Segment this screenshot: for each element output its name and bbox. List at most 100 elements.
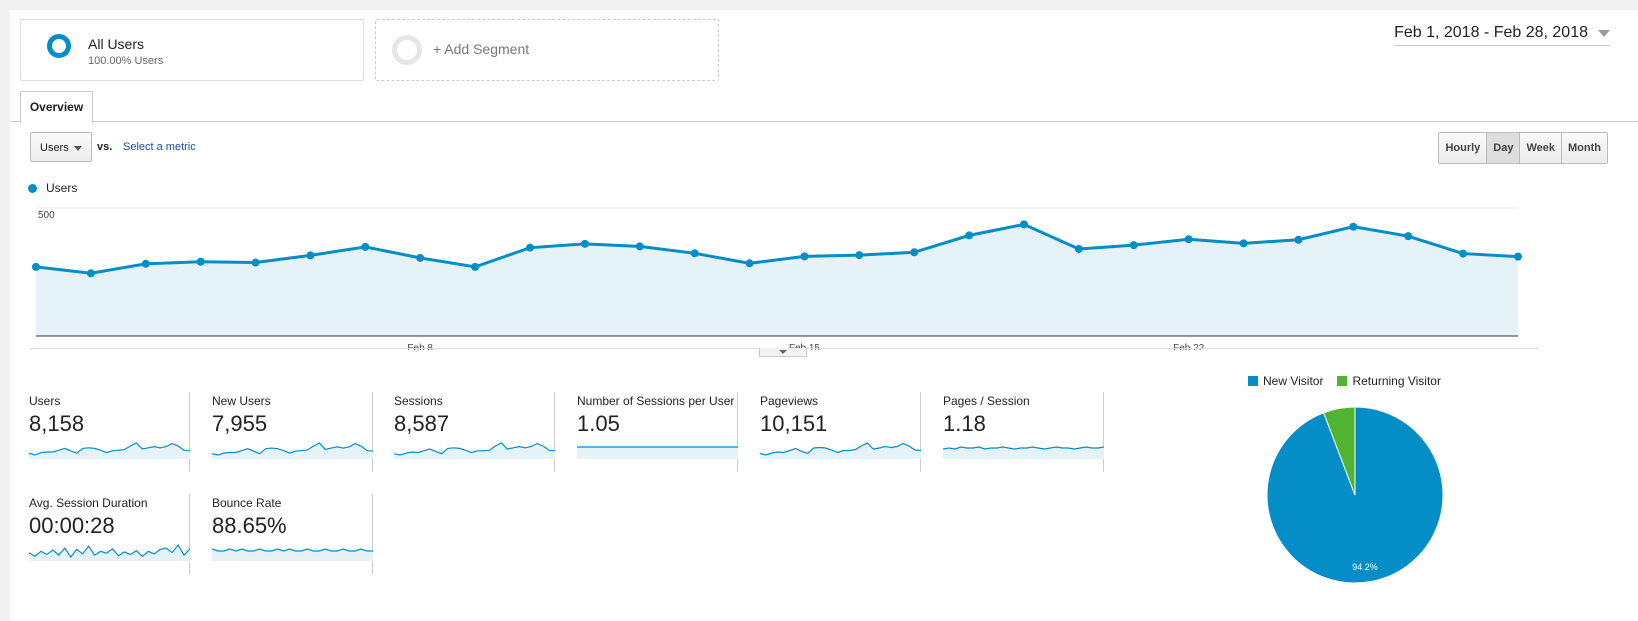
data-point[interactable]	[800, 252, 809, 261]
area-fill	[36, 224, 1518, 336]
pie-legend-new-label: New Visitor	[1263, 374, 1324, 388]
add-segment-ring-icon	[392, 35, 422, 65]
sparkline-line	[29, 442, 190, 456]
data-point[interactable]	[32, 262, 40, 271]
data-point[interactable]	[1074, 244, 1083, 253]
sparkline-fill	[29, 545, 190, 561]
scorecard[interactable]: Sessions 8,587	[385, 390, 555, 474]
data-point[interactable]	[855, 251, 864, 260]
sparkline-fill	[29, 443, 190, 459]
data-point[interactable]	[580, 239, 589, 248]
scorecard[interactable]: Avg. Session Duration 00:00:28	[20, 492, 190, 576]
sparkline-fill	[212, 443, 373, 459]
data-point[interactable]	[745, 259, 754, 268]
scorecard-label: Bounce Rate	[212, 496, 282, 510]
data-point[interactable]	[1129, 241, 1138, 250]
sparkline	[29, 543, 190, 561]
chevron-down-icon	[1598, 29, 1610, 37]
data-point[interactable]	[1349, 222, 1358, 231]
data-point[interactable]	[196, 257, 205, 266]
tab-divider	[10, 121, 1638, 122]
data-point[interactable]	[471, 262, 480, 271]
sparkline	[577, 446, 738, 459]
data-point[interactable]	[86, 269, 95, 278]
scorecard-label: Users	[29, 394, 61, 408]
scorecard[interactable]: Bounce Rate 88.65%	[203, 492, 373, 576]
scorecard[interactable]: Pageviews 10,151	[751, 390, 921, 474]
scorecard[interactable]: New Users 7,955	[203, 390, 373, 474]
scorecard-label: Pageviews	[760, 394, 819, 408]
series-line	[35, 222, 1519, 275]
scorecard-separator	[189, 392, 190, 472]
scorecard-value: 88.65%	[212, 513, 287, 538]
scorecard-separator	[372, 494, 373, 574]
sparkline-fill	[760, 443, 921, 459]
segment-ring-icon	[47, 34, 71, 58]
pie-slice-label: 94.2%	[1352, 562, 1378, 572]
chart-legend: Users	[28, 181, 77, 195]
add-segment-button[interactable]: + Add Segment	[375, 19, 719, 81]
granularity-toggle: Hourly Day Week Month	[1438, 132, 1608, 164]
data-point[interactable]	[1239, 239, 1248, 248]
tab-overview[interactable]: Overview	[20, 91, 93, 124]
segment-all-users[interactable]: All Users 100.00% Users	[20, 19, 364, 81]
x-tick-label: Feb 8	[407, 343, 433, 350]
scorecard-value: 8,158	[29, 411, 85, 436]
select-metric-link[interactable]: Select a metric	[123, 141, 196, 153]
granularity-week-button[interactable]: Week	[1519, 133, 1562, 163]
scorecard-separator	[189, 494, 190, 574]
sparkline	[394, 442, 555, 459]
scorecard[interactable]: Users 8,158	[20, 390, 190, 474]
data-point[interactable]	[1514, 252, 1522, 261]
data-point[interactable]	[910, 248, 919, 257]
metric-select[interactable]: Users	[30, 132, 92, 162]
granularity-hourly-button[interactable]: Hourly	[1439, 133, 1487, 163]
sparkline-line	[760, 442, 921, 456]
sparkline	[29, 442, 190, 459]
date-range-picker[interactable]: Feb 1, 2018 - Feb 28, 2018	[1394, 24, 1610, 46]
scorecard-separator	[1103, 392, 1104, 472]
data-point[interactable]	[1404, 232, 1413, 241]
sparkline-fill	[577, 447, 738, 459]
scorecard-value: 00:00:28	[29, 513, 115, 538]
data-point[interactable]	[1459, 249, 1468, 258]
pie-legend-new: New Visitor	[1248, 374, 1323, 388]
granularity-day-button[interactable]: Day	[1486, 133, 1520, 163]
data-point[interactable]	[635, 242, 644, 251]
sparkline	[943, 446, 1104, 459]
sparkline-line	[943, 446, 1104, 450]
data-point[interactable]	[306, 251, 315, 260]
sparkline-fill	[943, 447, 1104, 459]
scorecard-separator	[554, 392, 555, 472]
data-point[interactable]	[251, 258, 260, 267]
scorecard-value: 7,955	[212, 411, 268, 436]
chart-collapse-handle[interactable]	[759, 348, 807, 357]
sparkline-line	[29, 543, 190, 559]
data-point[interactable]	[141, 259, 150, 268]
data-point[interactable]	[1294, 235, 1303, 244]
date-range-label: Feb 1, 2018 - Feb 28, 2018	[1394, 24, 1588, 41]
scorecard[interactable]: Number of Sessions per User 1.05	[568, 390, 738, 474]
segment-subtitle: 100.00% Users	[88, 55, 164, 67]
pie-legend-returning: Returning Visitor	[1337, 374, 1441, 388]
pie-slice[interactable]	[1322, 406, 1356, 496]
visitor-pie-chart[interactable]: 94.2%	[1266, 406, 1446, 586]
new-visitor-swatch-icon	[1248, 376, 1258, 386]
data-point[interactable]	[361, 242, 370, 251]
data-point[interactable]	[965, 231, 974, 240]
y-tick-label: 500	[38, 210, 55, 221]
scorecard-label: New Users	[212, 394, 271, 408]
data-point[interactable]	[1020, 220, 1028, 229]
sparkline-line	[212, 442, 373, 456]
analytics-panel: All Users 100.00% Users + Add Segment Fe…	[10, 10, 1638, 621]
scorecard[interactable]: Pages / Session 1.18	[934, 390, 1104, 474]
granularity-month-button[interactable]: Month	[1561, 133, 1607, 163]
data-point[interactable]	[416, 253, 425, 262]
x-tick-label: Feb 22	[1173, 343, 1205, 350]
data-point[interactable]	[526, 243, 534, 252]
sparkline	[760, 442, 921, 459]
data-point[interactable]	[690, 249, 699, 258]
data-point[interactable]	[1184, 235, 1193, 244]
scorecard-separator	[920, 392, 921, 472]
